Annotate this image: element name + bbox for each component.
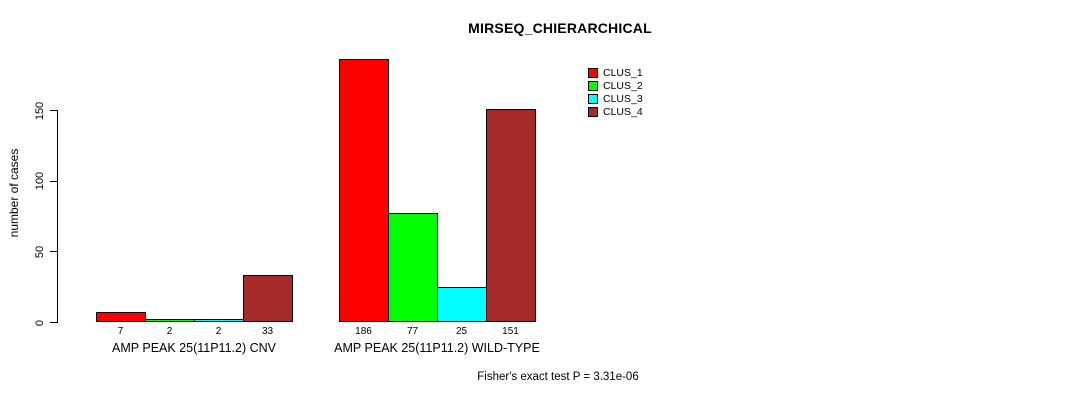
bar xyxy=(486,109,536,322)
bar xyxy=(339,59,389,322)
chart-title: MIRSEQ_CHIERARCHICAL xyxy=(468,20,652,36)
y-tick-label: 50 xyxy=(34,245,46,258)
bar-value-label: 2 xyxy=(215,326,222,337)
y-tick-mark xyxy=(50,180,57,182)
legend-swatch xyxy=(588,80,598,91)
y-tick-mark xyxy=(50,110,57,111)
bar xyxy=(437,287,487,322)
y-tick-mark xyxy=(50,251,57,253)
legend: CLUS_1 CLUS_2 CLUS_3 CLUS_4 xyxy=(588,66,643,118)
bar-value-label: 186 xyxy=(355,326,372,337)
legend-swatch xyxy=(588,67,598,78)
legend-swatch xyxy=(588,106,598,117)
y-tick-label: 100 xyxy=(34,171,46,191)
annotation-text: Fisher's exact test P = 3.31e-06 xyxy=(477,371,639,383)
legend-label: CLUS_1 xyxy=(603,66,643,79)
legend-label: CLUS_3 xyxy=(603,92,643,105)
y-tick-label: 0 xyxy=(34,319,46,326)
legend-item: CLUS_1 xyxy=(588,66,643,79)
bar-value-label: 33 xyxy=(261,326,274,337)
y-tick-mark xyxy=(50,322,57,323)
legend-swatch xyxy=(588,93,598,104)
legend-item: CLUS_2 xyxy=(588,79,643,92)
bar xyxy=(96,312,146,322)
x-group-label: AMP PEAK 25(11P11.2) WILD-TYPE xyxy=(334,341,540,355)
y-tick-label: 150 xyxy=(34,101,46,120)
bar-value-label: 2 xyxy=(166,326,173,337)
bar xyxy=(145,319,195,322)
y-axis-line xyxy=(57,110,58,323)
legend-item: CLUS_3 xyxy=(588,92,643,105)
bar-value-label: 151 xyxy=(502,326,519,337)
legend-label: CLUS_4 xyxy=(603,105,643,118)
bar-value-label: 7 xyxy=(117,326,124,337)
bar-value-label: 25 xyxy=(455,326,468,337)
bar xyxy=(194,319,244,322)
legend-label: CLUS_2 xyxy=(603,79,643,92)
bar xyxy=(243,275,293,322)
x-group-label: AMP PEAK 25(11P11.2) CNV xyxy=(112,341,276,355)
bar xyxy=(388,213,438,322)
y-axis-label: number of cases xyxy=(7,148,21,238)
bar-value-label: 77 xyxy=(406,326,419,337)
legend-item: CLUS_4 xyxy=(588,105,643,118)
